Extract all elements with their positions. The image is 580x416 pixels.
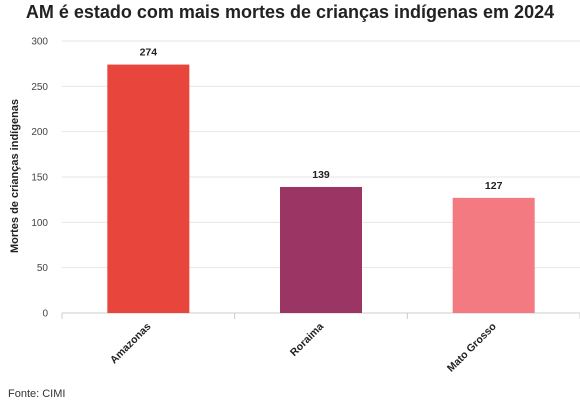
x-tick-label: Mato Grosso bbox=[445, 321, 499, 375]
data-label: 127 bbox=[485, 180, 503, 192]
bars bbox=[107, 64, 535, 313]
y-tick-label: 150 bbox=[31, 173, 48, 184]
data-label: 274 bbox=[140, 47, 158, 59]
data-labels: 274 139 127 bbox=[140, 47, 503, 192]
y-tick-label: 300 bbox=[31, 37, 48, 48]
y-axis-label: Mortes de crianças indígenas bbox=[9, 99, 21, 253]
y-tick-label: 200 bbox=[31, 127, 48, 138]
data-label: 139 bbox=[312, 169, 330, 181]
y-axis-ticks: 0 50 100 150 200 250 300 bbox=[31, 37, 48, 320]
y-tick-label: 50 bbox=[37, 263, 49, 274]
chart-title: AM é estado com mais mortes de crianças … bbox=[25, 2, 555, 22]
bar-amazonas bbox=[107, 64, 190, 313]
y-tick-label: 250 bbox=[31, 82, 48, 93]
x-tick-label: Amazonas bbox=[108, 321, 154, 367]
y-tick-label: 0 bbox=[42, 309, 48, 320]
bar-mato-grosso bbox=[452, 197, 535, 313]
source-note: Fonte: CIMI bbox=[8, 388, 66, 400]
bar-roraima bbox=[279, 186, 363, 313]
x-tick-label: Roraima bbox=[288, 321, 326, 359]
x-axis-ticks: Amazonas Roraima Mato Grosso bbox=[61, 313, 580, 375]
y-tick-label: 100 bbox=[31, 218, 48, 229]
